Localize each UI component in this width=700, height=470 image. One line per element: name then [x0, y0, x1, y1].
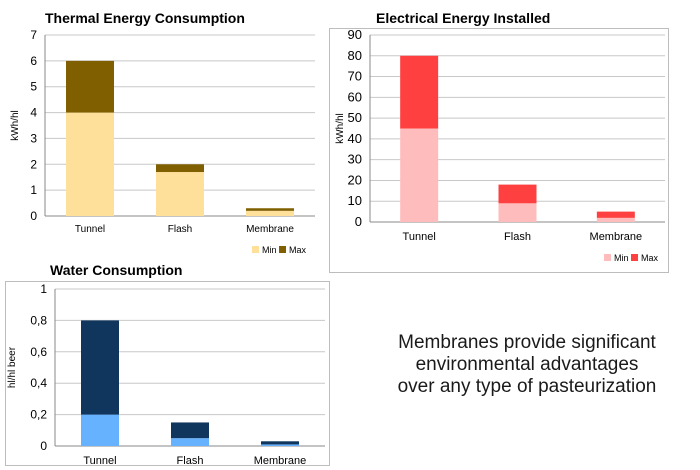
water-y-tick-label: 0	[40, 439, 47, 453]
electrical-legend-label: Min	[614, 253, 629, 263]
thermal-y-tick-label: 0	[30, 209, 37, 223]
electrical-y-tick-label: 10	[348, 193, 362, 208]
thermal-bar-max	[66, 60, 114, 113]
water-y-tick-label: 1	[40, 282, 47, 296]
electrical-y-tick-label: 80	[348, 48, 362, 63]
electrical-x-tick-label: Tunnel	[403, 231, 436, 243]
water-bar-max	[81, 320, 119, 415]
water-x-tick-label: Membrane	[254, 455, 307, 467]
electrical-bar-max	[498, 184, 537, 204]
water-x-tick-label: Flash	[177, 455, 204, 467]
thermal-y-tick-label: 3	[30, 131, 37, 145]
thermal-legend-label: Max	[289, 245, 307, 255]
water-y-tick-label: 0,4	[30, 376, 47, 390]
thermal-legend-swatch	[279, 246, 286, 253]
thermal-x-tick-label: Tunnel	[75, 224, 105, 235]
thermal-legend-swatch	[252, 246, 259, 253]
electrical-bar-max	[400, 55, 439, 129]
water-bar-min	[171, 438, 209, 446]
thermal-bar-min	[246, 210, 294, 216]
electrical-bar-min	[400, 128, 439, 222]
electrical-y-tick-label: 0	[355, 214, 362, 229]
electrical-chart: 0 10 20 30 40 50 60 70 80 90 kWh/hl Tunnel Flash Memb…	[335, 27, 665, 263]
electrical-y-tick-label: 40	[348, 131, 362, 146]
water-y-tick-label: 0,6	[30, 345, 47, 359]
water-chart-title: Water Consumption	[50, 262, 183, 278]
thermal-x-tick-label: Flash	[168, 224, 192, 235]
water-bar-max	[261, 441, 299, 445]
water-bar-min	[261, 444, 299, 446]
thermal-y-tick-label: 1	[30, 183, 37, 197]
electrical-y-tick-label: 50	[348, 110, 362, 125]
water-y-tick-label: 0,8	[30, 313, 47, 327]
electrical-bar-min	[498, 203, 537, 222]
electrical-chart-title: Electrical Energy Installed	[376, 10, 551, 26]
electrical-y-tick-label: 30	[348, 152, 362, 167]
thermal-bar-max	[156, 164, 204, 173]
electrical-x-tick-label: Flash	[504, 231, 531, 243]
thermal-y-tick-label: 6	[30, 54, 37, 68]
water-chart-frame	[5, 281, 330, 466]
thermal-bar-min	[156, 172, 204, 216]
callout-line-2: environmental advantages	[415, 354, 639, 375]
thermal-y-tick-label: 5	[30, 80, 37, 94]
thermal-y-tick-label: 7	[30, 28, 37, 42]
thermal-chart: 0 1 2 3 4 5 6 7 kWh/hl Tunnel Flash Membrane Min Max	[10, 28, 315, 255]
electrical-x-tick-label: Membrane	[590, 231, 643, 243]
electrical-y-tick-label: 70	[348, 69, 362, 84]
water-y-axis-label: hl/hl beer	[7, 346, 18, 388]
electrical-chart-frame	[329, 28, 669, 273]
electrical-y-tick-label: 60	[348, 89, 362, 104]
electrical-legend-swatch	[631, 254, 638, 261]
callout-line-3: over any type of pasteurization	[397, 376, 657, 397]
electrical-bar-max	[596, 211, 635, 218]
thermal-y-axis-label: kWh/hl	[10, 110, 21, 141]
callout-text: Membranes provide significant environmen…	[372, 332, 682, 398]
water-chart: 0 0,2 0,4 0,6 0,8 1 hl/hl beer Tunnel Flash Membr…	[7, 282, 325, 467]
water-y-tick-label: 0,2	[30, 408, 47, 422]
callout-line-1: Membranes provide significant	[398, 332, 656, 353]
electrical-y-axis-label: kWh/hl	[335, 113, 346, 144]
electrical-y-tick-label: 20	[348, 172, 362, 187]
water-bar-min	[81, 414, 119, 446]
electrical-legend-swatch	[604, 254, 611, 261]
thermal-x-tick-label: Membrane	[246, 224, 294, 235]
electrical-legend-label: Max	[641, 253, 659, 263]
water-x-tick-label: Tunnel	[83, 455, 116, 467]
electrical-y-tick-label: 90	[348, 27, 362, 42]
thermal-bar-max	[246, 208, 294, 211]
water-bar-max	[171, 422, 209, 439]
electrical-bar-min	[596, 217, 635, 222]
thermal-y-tick-label: 4	[30, 106, 37, 120]
thermal-chart-title: Thermal Energy Consumption	[45, 10, 245, 26]
thermal-y-tick-label: 2	[30, 157, 37, 171]
thermal-bar-min	[66, 112, 114, 216]
thermal-legend-label: Min	[262, 245, 277, 255]
